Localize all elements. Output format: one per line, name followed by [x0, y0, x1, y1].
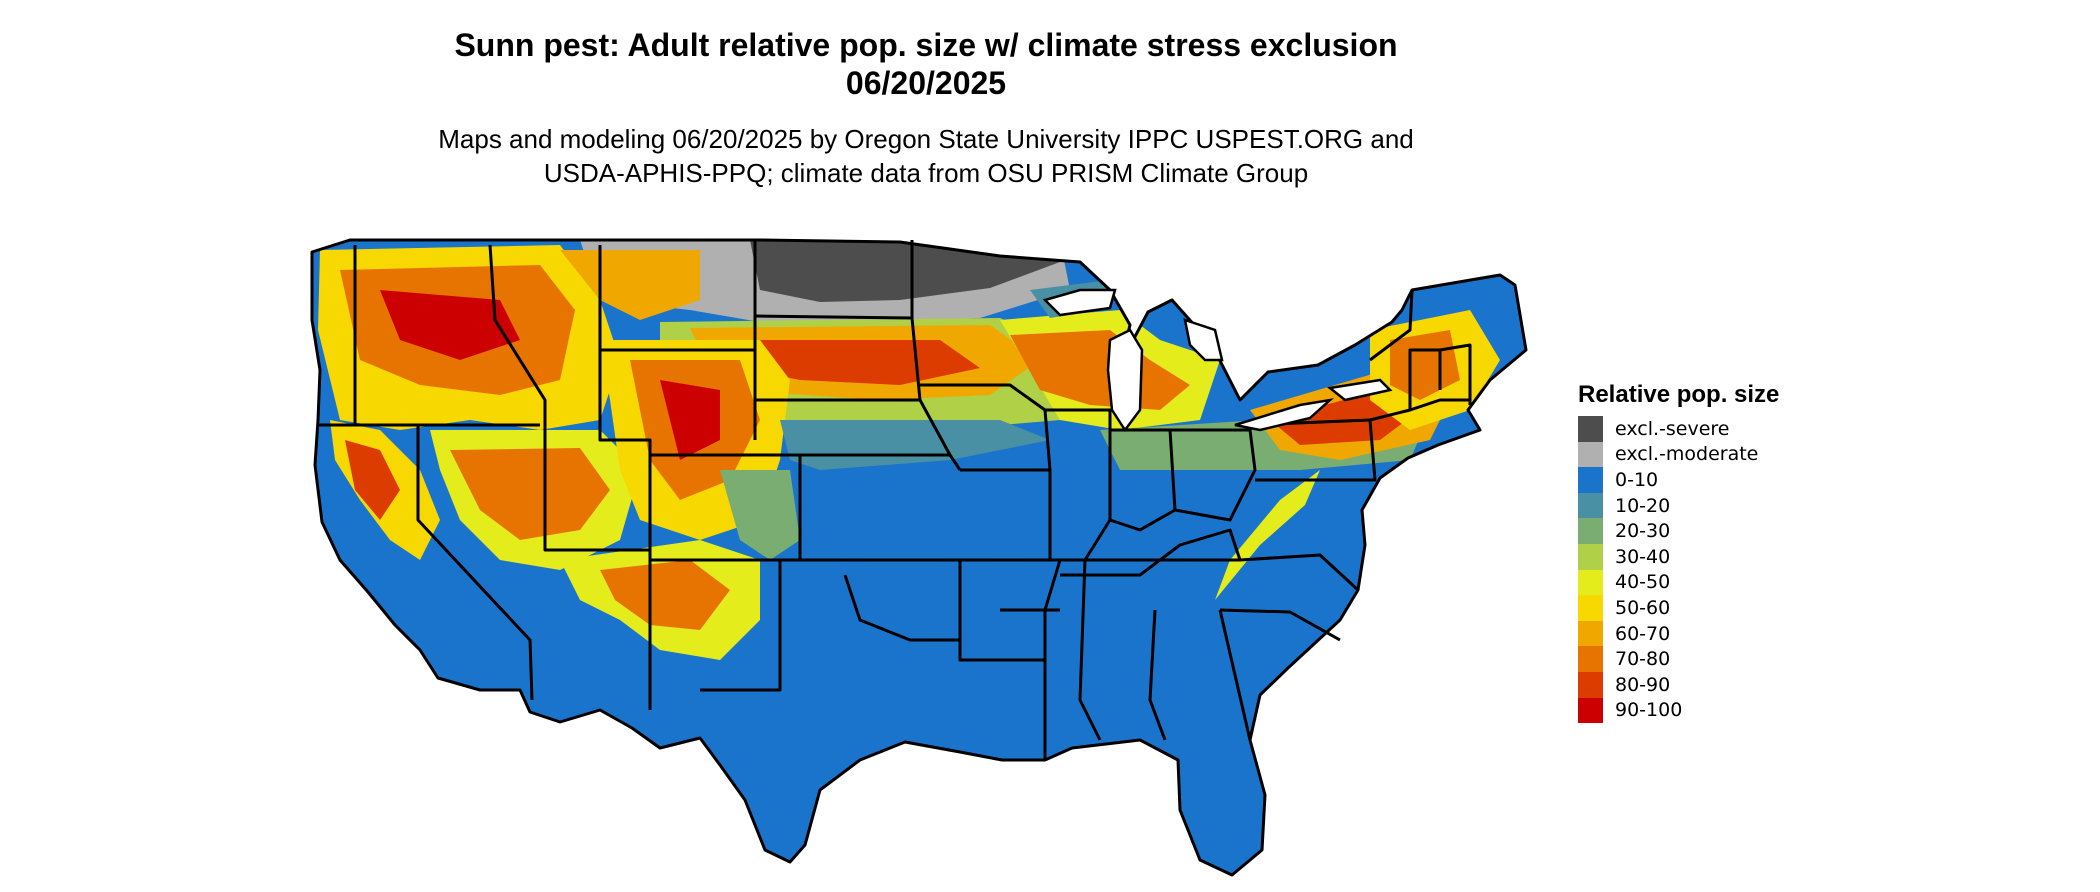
legend-item: 90-100 — [1578, 697, 1779, 724]
legend-label: excl.-severe — [1615, 417, 1730, 440]
legend-swatch — [1578, 543, 1603, 570]
legend: Relative pop. size excl.-severe excl.-mod… — [1578, 380, 1780, 724]
legend-label: 50-60 — [1615, 596, 1671, 619]
legend-item: 20-30 — [1578, 518, 1779, 544]
legend-item: excl.-moderate — [1578, 441, 1779, 468]
legend-swatch — [1578, 416, 1603, 442]
legend-swatch — [1578, 492, 1603, 519]
legend-label: 70-80 — [1615, 648, 1671, 671]
legend-label: 90-100 — [1615, 699, 1683, 722]
map-title: Sunn pest: Adult relative pop. size w/ c… — [0, 26, 1852, 102]
legend-swatch — [1578, 646, 1603, 672]
title-line-1: Sunn pest: Adult relative pop. size w/ c… — [454, 27, 1398, 63]
legend-item: 0-10 — [1578, 467, 1779, 493]
legend-item: 60-70 — [1578, 620, 1779, 647]
great-lakes — [1042, 288, 1393, 433]
legend-label: 30-40 — [1615, 545, 1671, 568]
legend-label: 60-70 — [1615, 622, 1671, 645]
legend-label: excl.-moderate — [1615, 443, 1759, 466]
legend-item: 70-80 — [1578, 646, 1779, 672]
legend-swatch — [1578, 467, 1603, 493]
legend-item: 50-60 — [1578, 595, 1779, 621]
legend-title: Relative pop. size — [1578, 381, 1780, 408]
state-borders — [310, 238, 1528, 877]
legend-item: 30-40 — [1578, 543, 1779, 570]
legend-swatch — [1578, 569, 1603, 596]
legend-items: excl.-severe excl.-moderate 0-10 10-20 20-30… — [1578, 416, 1779, 724]
legend-swatch — [1578, 595, 1603, 621]
legend-item: 80-90 — [1578, 671, 1779, 698]
legend-label: 20-30 — [1615, 520, 1671, 543]
legend-label: 10-20 — [1615, 494, 1671, 517]
legend-swatch — [1578, 671, 1603, 698]
legend-label: 0-10 — [1615, 468, 1659, 491]
legend-item: 10-20 — [1578, 492, 1779, 519]
legend-swatch — [1578, 441, 1603, 468]
legend-swatch — [1578, 697, 1603, 724]
legend-item: excl.-severe — [1578, 416, 1779, 442]
legend-swatch — [1578, 620, 1603, 647]
legend-swatch — [1578, 518, 1603, 544]
subtitle-line-2: USDA-APHIS-PPQ; climate data from OSU PR… — [543, 158, 1309, 188]
legend-label: 80-90 — [1615, 673, 1671, 696]
legend-label: 40-50 — [1615, 571, 1671, 594]
subtitle-line-1: Maps and modeling 06/20/2025 by Oregon S… — [438, 124, 1414, 154]
legend-item: 40-50 — [1578, 569, 1779, 596]
map-subtitle: Maps and modeling 06/20/2025 by Oregon S… — [0, 122, 1852, 190]
title-line-2: 06/20/2025 — [845, 65, 1007, 101]
